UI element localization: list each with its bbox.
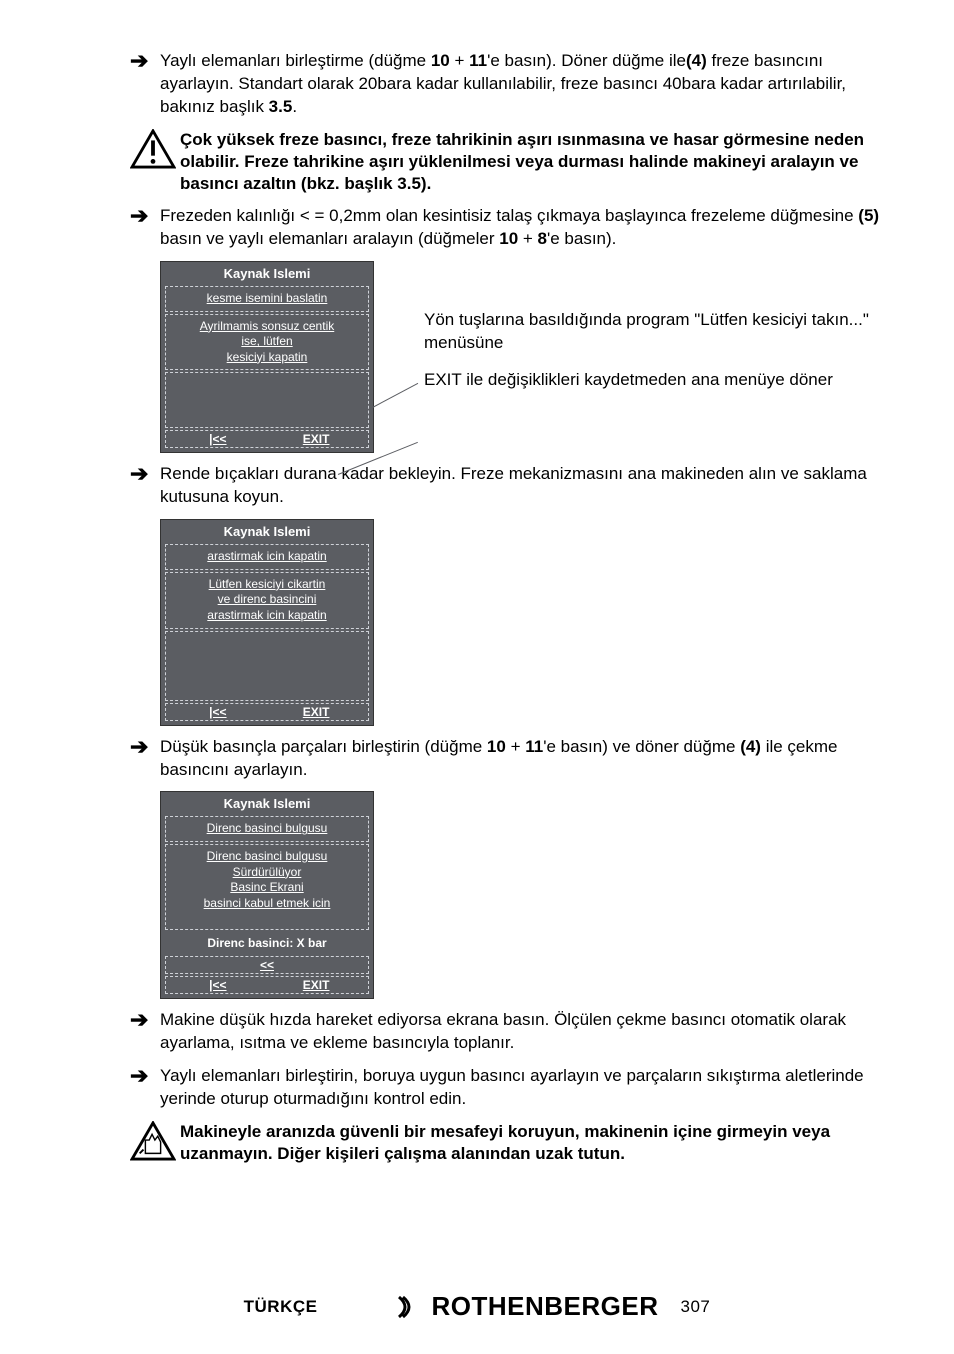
screen-nav: |<< EXIT — [165, 976, 369, 994]
txt: 10 — [431, 51, 450, 70]
txt: + — [518, 229, 537, 248]
arrow-bullet-icon: ➔ — [130, 736, 160, 782]
txt: + — [506, 737, 525, 756]
screen-mid-nav: << — [165, 956, 369, 974]
device-screen-3: Kaynak Islemi Direnc basinci bulgusu Dir… — [160, 791, 374, 999]
paragraph-3: Rende bıçakları durana kadar bekleyin. F… — [160, 463, 894, 509]
txt: arastirmak icin kapatin — [168, 608, 366, 624]
page-footer: TÜRKÇE ROTHENBERGER 307 — [0, 1291, 954, 1322]
warning-icon — [130, 129, 180, 174]
paragraph-5: Makine düşük hızda hareket ediyorsa ekra… — [160, 1009, 894, 1055]
screen-title: Kaynak Islemi — [163, 794, 371, 814]
arrow-bullet-icon: ➔ — [130, 1065, 160, 1111]
txt: 'e basın). Döner düğme ile — [487, 51, 686, 70]
screen-nav: |<< EXIT — [165, 703, 369, 721]
txt: 'e basın). — [547, 229, 616, 248]
warning-2: Makineyle aranızda güvenli bir mesafeyi … — [130, 1121, 894, 1166]
arrow-bullet-icon: ➔ — [130, 205, 160, 251]
screen-row: Ayrilmamis sonsuz centik ise, lütfen kes… — [165, 314, 369, 371]
txt: (5) — [858, 206, 879, 225]
paragraph-2: Frezeden kalınlığı < = 0,2mm olan kesint… — [160, 205, 894, 251]
back-button[interactable]: |<< — [170, 978, 265, 992]
txt: Yaylı elemanları birleştirme (düğme — [160, 51, 431, 70]
screen-spacer — [165, 631, 369, 701]
annotation-block: Yön tuşlarına basıldığında program "Lütf… — [424, 309, 894, 406]
exit-button[interactable]: EXIT — [269, 978, 364, 992]
language-label: TÜRKÇE — [244, 1297, 318, 1317]
paragraph-6: Yaylı elemanları birleştirin, boruya uyg… — [160, 1065, 894, 1111]
txt: ve direnc basincini — [168, 592, 366, 608]
arrow-bullet-icon: ➔ — [130, 1009, 160, 1055]
txt: 10 — [487, 737, 506, 756]
screen-title: Kaynak Islemi — [163, 264, 371, 284]
screen-spacer — [165, 372, 369, 428]
screen-row: Direnc basinci bulgusu — [165, 816, 369, 842]
txt: 10 — [499, 229, 518, 248]
warning-text: Çok yüksek freze basıncı, freze tahrikin… — [180, 129, 894, 195]
txt: basinci kabul etmek icin — [168, 896, 366, 912]
screen-row: Lütfen kesiciyi cikartin ve direnc basin… — [165, 572, 369, 629]
txt: kesiciyi kapatin — [168, 350, 366, 366]
txt: Frezeden kalınlığı < = 0,2mm olan kesint… — [160, 206, 858, 225]
annotation-2: EXIT ile değişiklikleri kaydetmeden ana … — [424, 369, 894, 392]
arrow-bullet-icon: ➔ — [130, 50, 160, 119]
txt: Direnc basinci bulgusu — [168, 849, 366, 865]
txt: Lütfen kesiciyi cikartin — [168, 577, 366, 593]
txt: 'e basın) ve döner düğme — [543, 737, 740, 756]
txt: Sürdürülüyor — [168, 865, 366, 881]
paragraph-4: Düşük basınçla parçaları birleştirin (dü… — [160, 736, 894, 782]
page-number: 307 — [680, 1297, 710, 1317]
screen-nav: |<< EXIT — [165, 430, 369, 448]
exit-button[interactable]: EXIT — [269, 432, 364, 446]
txt: Ayrilmamis sonsuz centik — [168, 319, 366, 335]
screen-row: Direnc basinci bulgusu Sürdürülüyor Basi… — [165, 844, 369, 930]
device-screen-1: Kaynak Islemi kesme isemini baslatin Ayr… — [160, 261, 374, 453]
txt: basın ve yaylı elemanları aralayın (düğm… — [160, 229, 499, 248]
txt: Basinc Ekrani — [168, 880, 366, 896]
brand-logo: ROTHENBERGER 307 — [397, 1291, 710, 1322]
warning-text: Makineyle aranızda güvenli bir mesafeyi … — [180, 1121, 894, 1165]
back-button[interactable]: |<< — [170, 705, 265, 719]
back-button[interactable]: |<< — [170, 432, 265, 446]
exit-button[interactable]: EXIT — [269, 705, 364, 719]
paragraph-1: Yaylı elemanları birleştirme (düğme 10 +… — [160, 50, 894, 119]
txt: 11 — [469, 51, 487, 70]
screen-row: kesme isemini baslatin — [165, 286, 369, 312]
screen-title: Kaynak Islemi — [163, 522, 371, 542]
hand-warning-icon — [130, 1121, 180, 1166]
txt: (4) — [686, 51, 707, 70]
warning-1: Çok yüksek freze basıncı, freze tahrikin… — [130, 129, 894, 195]
txt: kesme isemini baslatin — [168, 291, 366, 307]
txt: (4) — [740, 737, 761, 756]
txt: + — [450, 51, 469, 70]
txt: arastirmak icin kapatin — [168, 549, 366, 565]
mid-back-button[interactable]: << — [260, 958, 274, 972]
txt: Direnc basinci bulgusu — [168, 821, 366, 837]
txt: 3.5 — [269, 97, 293, 116]
status-line: Direnc basinci: X bar — [163, 932, 371, 954]
txt: . — [292, 97, 297, 116]
arrow-bullet-icon: ➔ — [130, 463, 160, 509]
device-screen-2: Kaynak Islemi arastirmak icin kapatin Lü… — [160, 519, 374, 725]
brand-text: ROTHENBERGER — [431, 1291, 658, 1322]
txt: 8 — [538, 229, 547, 248]
txt: 11 — [525, 737, 543, 756]
screen-row: arastirmak icin kapatin — [165, 544, 369, 570]
annotation-1: Yön tuşlarına basıldığında program "Lütf… — [424, 309, 894, 355]
txt: ise, lütfen — [168, 334, 366, 350]
txt: Düşük basınçla parçaları birleştirin (dü… — [160, 737, 487, 756]
